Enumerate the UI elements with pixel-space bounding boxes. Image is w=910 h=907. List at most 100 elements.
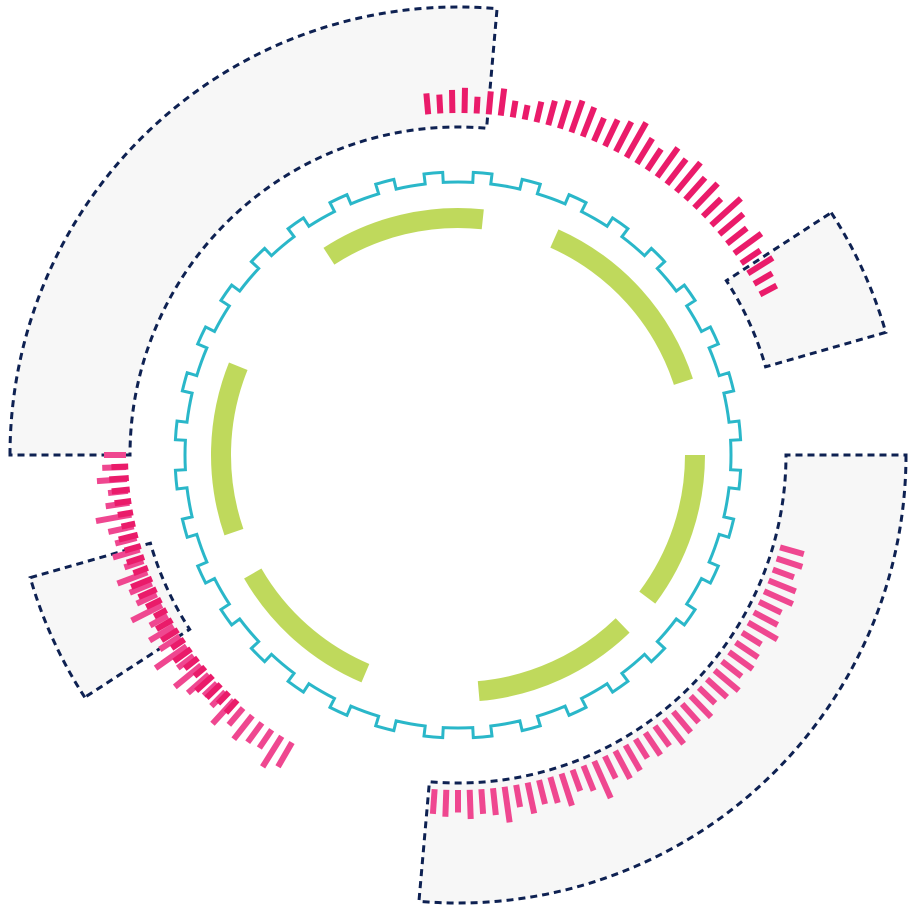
tick-mark xyxy=(591,116,607,143)
tick-mark xyxy=(558,772,575,807)
ticks-bottom-right xyxy=(429,544,805,823)
arc-segment-1 xyxy=(323,208,484,265)
tick-mark xyxy=(478,788,487,815)
tick-mark xyxy=(154,617,174,632)
tick-mark xyxy=(223,698,240,715)
tick-mark xyxy=(509,100,519,118)
tick-mark xyxy=(580,764,597,792)
tick-mark xyxy=(696,685,718,706)
tick-mark xyxy=(752,609,780,628)
tick-tracks xyxy=(95,87,805,823)
tick-mark xyxy=(521,104,531,121)
arc-segment-2 xyxy=(550,229,693,385)
tick-mark xyxy=(591,759,614,800)
tick-mark xyxy=(779,544,805,558)
tick-mark xyxy=(130,575,154,590)
tick-mark xyxy=(118,531,139,543)
arc-segment-5 xyxy=(244,568,370,683)
tick-mark xyxy=(128,580,154,596)
tick-mark xyxy=(752,270,774,287)
tick-mark xyxy=(172,646,193,664)
tick-mark xyxy=(117,509,134,518)
tick-mark xyxy=(144,596,163,610)
tick-mark xyxy=(132,565,149,576)
tick-mark xyxy=(442,789,450,817)
tick-mark xyxy=(602,754,619,780)
tick-mark xyxy=(513,784,524,808)
tick-mark xyxy=(712,668,741,693)
tick-mark xyxy=(423,93,432,115)
tick-mark xyxy=(466,789,474,820)
tick-mark xyxy=(147,623,176,644)
tick-mark xyxy=(473,96,481,114)
tick-mark xyxy=(201,681,220,698)
tick-mark xyxy=(622,743,643,772)
tick-mark xyxy=(727,649,755,672)
tick-mark xyxy=(137,586,158,600)
tick-mark xyxy=(732,231,764,256)
tick-mark xyxy=(194,673,215,694)
tick-mark xyxy=(204,682,223,701)
tick-mark xyxy=(579,106,598,138)
tick-mark xyxy=(545,100,558,126)
tick-mark xyxy=(688,693,714,720)
tick-mark xyxy=(490,787,499,816)
tick-mark xyxy=(654,146,681,179)
arc-segment-3 xyxy=(639,455,705,604)
tick-mark xyxy=(568,99,586,134)
tick-mark xyxy=(172,663,204,690)
tick-mark xyxy=(120,520,136,530)
tick-mark xyxy=(182,655,200,671)
tick-mark xyxy=(123,558,145,571)
tick-mark xyxy=(231,713,255,742)
arc-segment-6 xyxy=(211,362,248,536)
tick-mark xyxy=(771,566,795,581)
tick-mark xyxy=(767,577,797,595)
tick-mark xyxy=(159,627,180,643)
tick-mark xyxy=(652,724,672,748)
tick-mark xyxy=(112,546,141,561)
gear-ring xyxy=(173,170,743,740)
tick-mark xyxy=(109,475,130,483)
tick-mark xyxy=(256,728,275,750)
tick-mark xyxy=(762,588,795,607)
tick-mark xyxy=(524,782,538,815)
tick-mark xyxy=(485,91,494,115)
panel-left-small xyxy=(28,541,192,700)
tick-mark xyxy=(671,709,693,735)
tick-mark xyxy=(185,672,211,696)
tick-mark xyxy=(725,225,749,247)
tick-mark xyxy=(739,247,763,266)
tick-mark xyxy=(679,701,701,725)
tick-mark xyxy=(114,497,132,507)
tick-mark xyxy=(429,788,438,815)
ticks-left-lower xyxy=(109,463,240,715)
tick-mark xyxy=(734,639,760,660)
tick-mark xyxy=(717,211,746,237)
tick-mark xyxy=(130,602,164,624)
tick-mark xyxy=(260,734,285,769)
tick-mark xyxy=(436,94,444,114)
tick-mark xyxy=(111,463,129,471)
ticks-top xyxy=(423,87,779,298)
tick-mark xyxy=(634,136,655,166)
tick-mark xyxy=(700,196,724,219)
tick-mark xyxy=(757,599,783,616)
tick-mark xyxy=(135,591,158,607)
tick-mark xyxy=(664,157,689,187)
tick-mark xyxy=(148,613,169,629)
tick-mark xyxy=(547,776,561,804)
tick-mark xyxy=(215,690,231,706)
tick-mark xyxy=(704,676,730,700)
tick-mark xyxy=(111,486,131,495)
tick-mark xyxy=(501,786,513,823)
tick-mark xyxy=(557,99,572,130)
tick-mark xyxy=(758,282,779,298)
panel-right-small xyxy=(724,210,888,369)
tick-mark xyxy=(569,768,584,792)
tick-mark xyxy=(125,554,146,566)
tick-mark xyxy=(673,160,703,194)
tick-mark xyxy=(153,643,189,671)
panel-top-left xyxy=(8,5,499,457)
